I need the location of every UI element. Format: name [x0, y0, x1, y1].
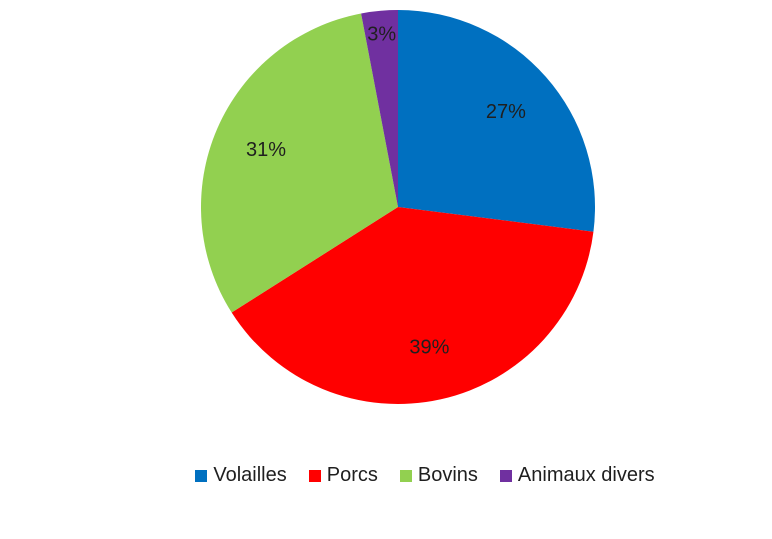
pie-slice-porcs — [231, 207, 594, 404]
data-label-porcs: 39% — [409, 336, 449, 358]
legend-label: Volailles — [213, 464, 287, 486]
legend-item-volailles: Volailles — [195, 464, 287, 487]
data-label-animaux-divers: 3% — [367, 23, 396, 45]
legend-swatch-porcs — [308, 469, 321, 482]
legend: Volailles Porcs Bovins Animaux divers — [0, 464, 772, 487]
data-label-volailles: 27% — [486, 101, 526, 123]
pie-slice-volailles — [398, 10, 595, 232]
legend-swatch-bovins — [399, 469, 412, 482]
legend-swatch-volailles — [195, 469, 208, 482]
legend-label: Animaux divers — [517, 464, 655, 486]
legend-item-bovins: Bovins — [399, 464, 478, 487]
legend-label: Porcs — [326, 464, 378, 486]
pie-slice-bovins — [200, 13, 398, 313]
legend-item-animaux-divers: Animaux divers — [499, 464, 655, 487]
legend-label: Bovins — [417, 464, 478, 486]
data-label-bovins: 31% — [246, 139, 286, 161]
legend-item-porcs: Porcs — [308, 464, 378, 487]
pie-slice-animaux-divers — [361, 10, 398, 207]
legend-swatch-animaux-divers — [499, 469, 512, 482]
